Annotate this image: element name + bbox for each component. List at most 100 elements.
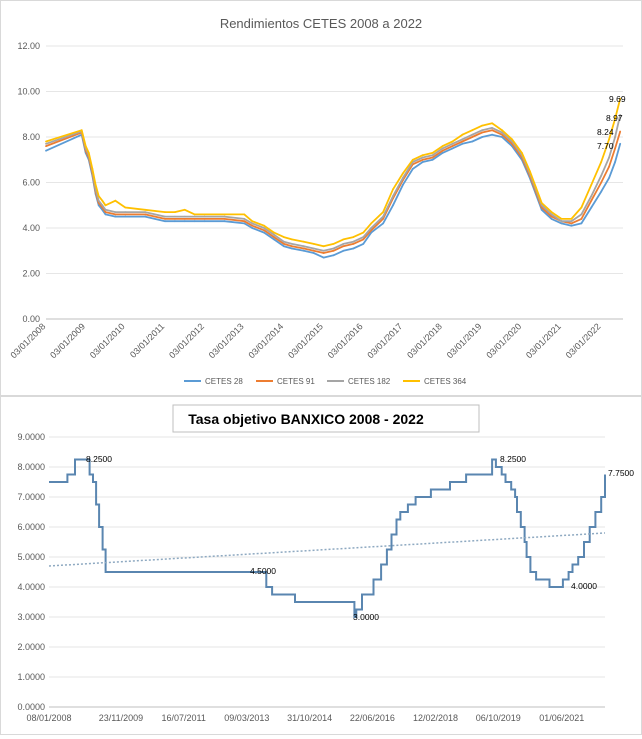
data-point-cetes-91 [144, 213, 147, 216]
data-point-cetes-91 [471, 136, 474, 138]
data-point-cetes-364 [223, 213, 226, 216]
x-tick-label: 03/01/2014 [246, 321, 285, 360]
data-point-cetes-28 [124, 215, 127, 218]
data-point-cetes-182 [402, 177, 404, 179]
data-point-cetes-28 [491, 133, 493, 136]
data-point-cetes-28 [441, 152, 444, 154]
x-tick-label: 03/01/2020 [484, 321, 523, 360]
data-point-cetes-364 [550, 211, 553, 214]
data-point-cetes-182 [251, 222, 254, 225]
data-point-cetes-182 [243, 218, 246, 220]
data-point-cetes-91 [421, 158, 424, 161]
data-point-cetes-364 [273, 231, 275, 234]
y-tick-label: 2.00 [22, 269, 40, 279]
data-point-cetes-182 [461, 138, 464, 141]
data-point-cetes-364 [534, 186, 537, 189]
data-point-cetes-28 [501, 136, 503, 138]
data-point-cetes-28 [45, 149, 47, 152]
data-point-cetes-182 [370, 227, 373, 229]
data-point-cetes-91 [114, 213, 117, 216]
data-point-cetes-28 [243, 222, 246, 225]
data-point-cetes-28 [431, 158, 434, 161]
data-point-cetes-28 [203, 220, 206, 223]
x-tick-label: 23/11/2009 [99, 713, 143, 723]
data-point-cetes-364 [471, 129, 474, 132]
data-point-cetes-182 [560, 220, 563, 223]
data-point-cetes-91 [461, 140, 464, 143]
data-point-cetes-364 [114, 199, 117, 202]
data-point-cetes-364 [193, 213, 196, 216]
x-tick-label: 03/01/2016 [326, 321, 365, 360]
y-tick-label: 1.0000 [17, 672, 45, 682]
data-point-cetes-28 [421, 161, 424, 163]
x-tick-label: 03/01/2008 [8, 321, 47, 360]
data-point-cetes-28 [291, 247, 293, 250]
data-point-cetes-91 [124, 213, 127, 216]
data-point-cetes-91 [183, 218, 186, 220]
data-point-cetes-28 [471, 140, 474, 143]
data-point-cetes-28 [114, 215, 117, 218]
data-point-cetes-28 [164, 220, 166, 223]
data-point-cetes-364 [342, 238, 345, 241]
chart-title: Tasa objetivo BANXICO 2008 - 2022 [188, 411, 424, 427]
data-point-cetes-91 [263, 229, 265, 232]
data-point-cetes-364 [124, 206, 127, 209]
data-point-cetes-364 [431, 152, 434, 154]
data-point-cetes-182 [101, 204, 104, 207]
data-point-cetes-28 [342, 249, 345, 252]
data-point-cetes-91 [608, 165, 610, 168]
data-point-cetes-182 [322, 249, 325, 252]
data-point-cetes-28 [600, 190, 603, 193]
x-tick-label: 03/01/2013 [207, 321, 246, 360]
legend: CETES 28 CETES 91 CETES 182 CETES 364 [184, 377, 467, 386]
data-point-cetes-364 [291, 238, 293, 241]
data-point-cetes-364 [402, 172, 404, 175]
data-point-cetes-182 [590, 195, 593, 198]
cetes-chart-panel: Rendimientos CETES 2008 a 2022 12.00 10.0… [0, 0, 642, 396]
x-tick-label: 03/01/2019 [445, 321, 484, 360]
y-tick-label: 7.0000 [17, 492, 45, 502]
data-point-cetes-364 [392, 188, 394, 191]
banxico-chart-panel: Tasa objetivo BANXICO 2008 - 2022 9.0000… [0, 396, 642, 735]
data-point-cetes-364 [421, 154, 424, 157]
data-point-cetes-364 [97, 195, 100, 198]
data-point-cetes-91 [550, 215, 553, 218]
data-point-cetes-364 [91, 168, 94, 170]
cetes-chart: Rendimientos CETES 2008 a 2022 12.00 10.0… [8, 16, 625, 386]
data-point-cetes-91 [312, 249, 315, 252]
data-point-cetes-91 [441, 149, 444, 152]
x-tick-label: 03/01/2009 [48, 321, 87, 360]
data-point-cetes-182 [291, 243, 293, 245]
data-point-cetes-364 [511, 138, 513, 141]
x-tick-label: 03/01/2012 [167, 321, 206, 360]
data-point-cetes-364 [600, 161, 603, 163]
series-line-cetes-364 [45, 98, 622, 248]
chart-title: Rendimientos CETES 2008 a 2022 [220, 16, 422, 31]
data-point-cetes-364 [174, 211, 176, 214]
data-point-cetes-364 [243, 213, 246, 216]
data-point-cetes-91 [570, 222, 573, 225]
data-point-cetes-28 [590, 206, 593, 209]
banxico-chart: Tasa objetivo BANXICO 2008 - 2022 9.0000… [17, 404, 634, 723]
data-point-cetes-182 [302, 245, 305, 248]
data-point-cetes-182 [352, 240, 355, 243]
data-point-cetes-182 [183, 215, 186, 218]
y-tick-label: 4.00 [22, 223, 40, 233]
data-point-cetes-182 [124, 211, 127, 214]
data-point-cetes-364 [332, 243, 335, 245]
data-point-cetes-182 [97, 199, 100, 202]
x-tick-label: 03/01/2022 [564, 321, 603, 360]
data-point-cetes-182 [283, 240, 285, 243]
data-point-cetes-91 [251, 224, 254, 227]
data-point-cetes-182 [421, 156, 424, 159]
legend-label-cetes-182: CETES 182 [348, 377, 391, 386]
data-point-cetes-91 [164, 218, 166, 220]
data-point-cetes-182 [600, 174, 603, 177]
data-point-cetes-364 [302, 240, 305, 243]
data-point-cetes-364 [461, 133, 464, 136]
data-point-cetes-364 [528, 170, 531, 173]
y-tick-label: 10.00 [17, 87, 40, 97]
data-point-cetes-91 [491, 129, 493, 132]
data-point-cetes-182 [45, 142, 47, 145]
data-point-cetes-182 [342, 243, 345, 245]
